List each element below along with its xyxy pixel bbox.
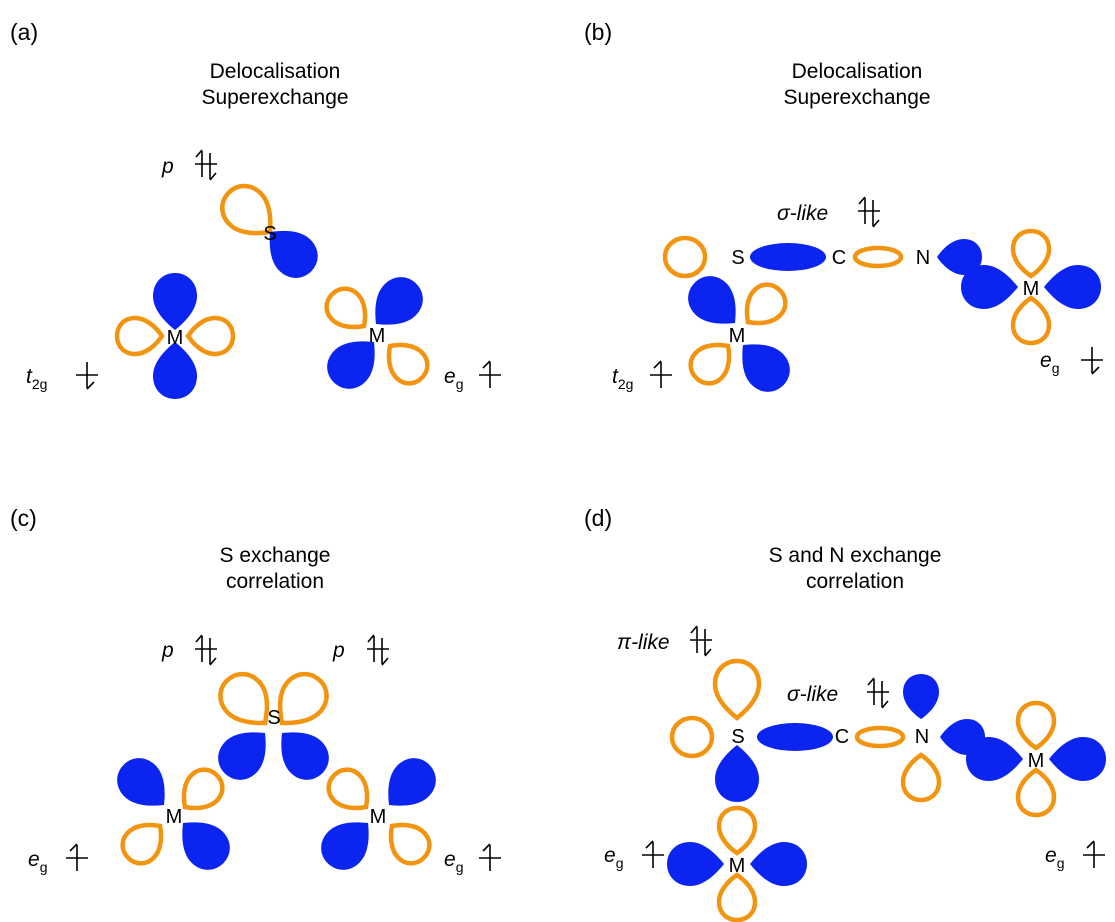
panel-b-title-line2: Superexchange: [783, 86, 930, 109]
panel-c-p-left-spin-pair: [194, 634, 218, 666]
panel-d-right-spin: [1082, 840, 1106, 869]
panel-c-m-right-lobe-lowright: [379, 813, 436, 870]
panel-d-m-right-lobe-right: [1049, 737, 1106, 781]
panel-c-orbital-p-left: p: [161, 639, 174, 662]
panel-d-atom-m-right: M: [1028, 750, 1045, 772]
panel-b-m-right-lobe-top: [1013, 231, 1049, 276]
panel-c-right-term: eg: [444, 848, 463, 875]
panel-a-left-term: t2g: [26, 365, 47, 392]
panel-b-s-lobe-empty: [662, 235, 708, 279]
panel-c-atom-s: S: [267, 707, 280, 729]
panel-a-title-line2: Superexchange: [201, 86, 348, 109]
panel-d-m-bottom-lobe-top: [719, 808, 755, 853]
panel-a-atom-m-left: M: [167, 327, 184, 349]
panel-d-atom-c: C: [835, 726, 849, 748]
panel-b-right-spin: [1080, 346, 1104, 375]
panel-d-sigma-spin-pair: [866, 677, 890, 709]
panel-d-sc-bond-lobe: [757, 723, 833, 751]
panel-d-m-right-lobe-left: [966, 737, 1023, 781]
panel-d-right-term: eg: [1045, 844, 1064, 871]
panel-a-orbital-p: p: [161, 155, 174, 178]
panel-b-tag: (b): [584, 19, 612, 45]
panel-c-p-right-spin-pair: [366, 634, 390, 666]
panel-d-m-right-lobe-top: [1018, 703, 1054, 748]
panel-b: (b) Delocalisation Superexchange σ-like …: [584, 19, 1104, 401]
panel-d-atom-m-bottom: M: [729, 855, 746, 877]
panel-c: (c) S exchange correlation p p S M M eg …: [10, 505, 502, 879]
panel-a-p-spin-pair: [194, 149, 218, 181]
panel-d-tag: (d): [584, 505, 612, 531]
panel-b-atom-n: N: [916, 247, 930, 269]
panel-a-right-spin: [478, 360, 502, 389]
panel-b-left-spin: [649, 360, 673, 389]
panel-c-title-line2: correlation: [226, 570, 324, 593]
panel-d-title-line1: S and N exchange: [769, 544, 942, 567]
panel-c-title-line1: S exchange: [220, 544, 331, 567]
panel-d-n-pi-lobe-bottom: [903, 755, 939, 800]
panel-a-title-line1: Delocalisation: [210, 60, 341, 83]
panel-d-atom-n: N: [915, 726, 929, 748]
panel-b-m-right-lobe-left: [961, 265, 1018, 309]
panel-b-m-right-lobe-bottom: [1013, 298, 1049, 343]
panel-a-tag: (a): [10, 19, 38, 45]
panel-a-m-left-lobe-left: [117, 318, 162, 354]
panel-b-atom-m-right: M: [1023, 278, 1040, 300]
panel-a: (a) Delocalisation Superexchange p S M M…: [10, 19, 502, 399]
panel-a-atom-m-right: M: [369, 325, 386, 347]
panel-d-left-term: eg: [604, 844, 623, 871]
panel-b-atom-m-left: M: [729, 325, 746, 347]
panel-d-pi-spin-pair: [689, 625, 713, 657]
panel-d-s-pi-lobe-bottom: [715, 745, 759, 802]
panel-a-left-spin: [75, 361, 99, 390]
panel-d-left-spin: [641, 840, 665, 869]
panel-b-sigma-label: σ-like: [777, 202, 828, 225]
panel-c-m-left-lobe-lowleft: [115, 813, 172, 870]
panel-a-atom-s: S: [263, 223, 276, 245]
panel-b-cn-bond-lobe: [852, 245, 904, 269]
panel-c-right-spin: [478, 843, 502, 872]
panel-b-left-term: t2g: [612, 365, 633, 392]
panel-b-sc-bond-lobe: [750, 243, 826, 271]
panel-d: (d) S and N exchange correlation π-like …: [584, 505, 1106, 920]
panel-d-pi-label: π-like: [617, 631, 670, 654]
panel-c-left-spin: [65, 843, 89, 872]
panel-d-m-bottom-lobe-left: [667, 842, 724, 886]
panel-d-s-lobe-empty: [669, 715, 715, 759]
panel-d-s-pi-lobe-top: [715, 661, 759, 718]
panel-a-m-left-lobe-top: [153, 273, 197, 330]
panel-d-m-bottom-lobe-bottom: [719, 875, 755, 920]
panel-c-atom-m-left: M: [166, 806, 183, 828]
panel-a-m-left-lobe-bottom: [153, 342, 197, 399]
panel-d-m-right-lobe-bottom: [1018, 770, 1054, 815]
panel-b-m-right-lobe-right: [1044, 265, 1101, 309]
panel-d-atom-s: S: [731, 726, 744, 748]
panel-b-right-term: eg: [1040, 349, 1059, 376]
panel-a-m-right-lobe-lowright: [377, 333, 434, 390]
panel-d-title-line2: correlation: [806, 570, 904, 593]
panel-d-cn-bond-lobe: [854, 725, 906, 749]
panel-a-right-term: eg: [444, 365, 463, 392]
panel-c-tag: (c): [10, 505, 37, 531]
panel-b-atom-s: S: [731, 247, 744, 269]
panel-a-m-left-lobe-right: [188, 318, 233, 354]
panel-c-atom-m-right: M: [370, 806, 387, 828]
panel-b-atom-c: C: [832, 247, 846, 269]
panel-d-m-bottom-lobe-right: [750, 842, 807, 886]
panel-c-left-term: eg: [28, 848, 47, 875]
panel-b-title-line1: Delocalisation: [792, 60, 923, 83]
panel-d-sigma-label: σ-like: [787, 683, 838, 706]
panel-d-n-pi-lobe-top: [903, 674, 939, 719]
panel-b-sigma-spin-pair: [857, 196, 881, 228]
panel-c-orbital-p-right: p: [332, 639, 345, 662]
